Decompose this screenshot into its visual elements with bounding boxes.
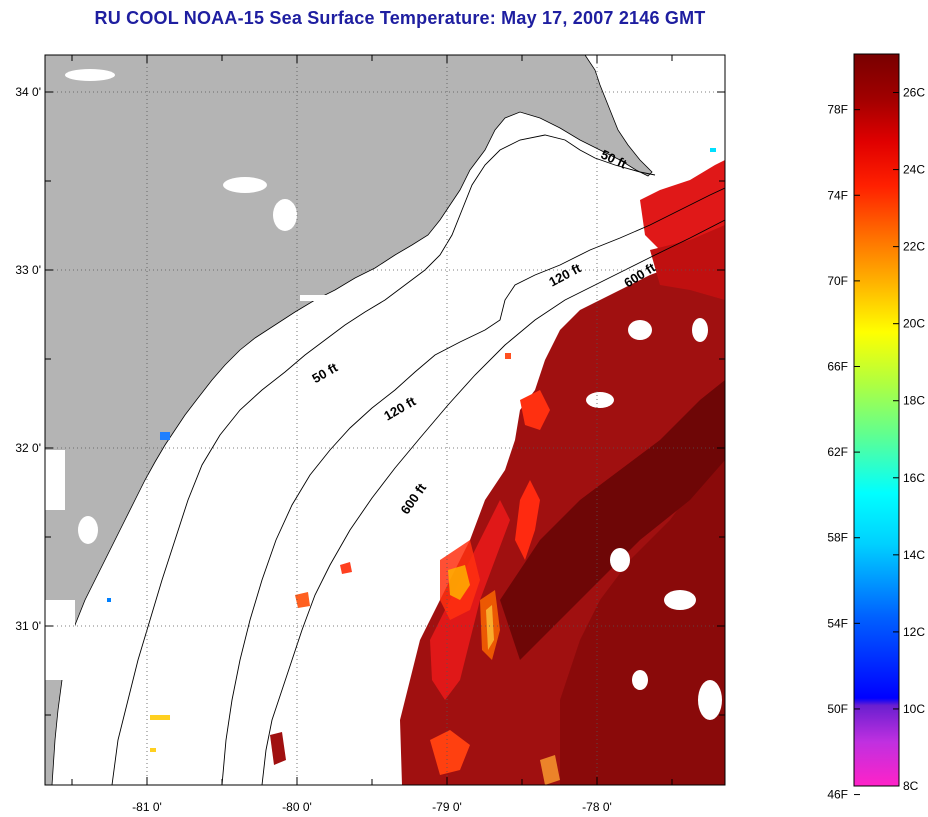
celsius-label: 26C: [903, 86, 925, 100]
fahrenheit-label: 66F: [827, 359, 848, 373]
celsius-label: 20C: [903, 317, 925, 331]
fahrenheit-label: 62F: [827, 445, 848, 459]
celsius-label: 22C: [903, 240, 925, 254]
lat-tick-label: 31 0': [15, 619, 41, 633]
celsius-label: 10C: [903, 702, 925, 716]
sst-swath: [107, 148, 725, 785]
graticule: [45, 55, 725, 785]
axis-ticks: 34 0' 33 0' 32 0' 31 0' -81 0' -80 0' -79 0' -7…: [15, 55, 725, 814]
celsius-label: 24C: [903, 163, 925, 177]
colorbar-labels: 26C 24C 22C 20C 18C 16C 14C 12C 10C 8C 78F 74F 70F 66…: [827, 86, 925, 802]
map-frame: [44, 54, 726, 786]
celsius-label: 14C: [903, 548, 925, 562]
celsius-label: 18C: [903, 394, 925, 408]
celsius-label: 12C: [903, 625, 925, 639]
bathymetry-contours: [111, 134, 725, 785]
colorbar: [853, 53, 900, 787]
cloud-patches-land: [45, 69, 340, 680]
fahrenheit-label: 58F: [827, 531, 848, 545]
fahrenheit-label: 50F: [827, 702, 848, 716]
contour-50ft: [111, 134, 656, 785]
contour-600ft: [261, 219, 725, 785]
lat-tick-label: 32 0': [15, 441, 41, 455]
map-title: RU COOL NOAA-15 Sea Surface Temperature:…: [94, 8, 706, 28]
lat-tick-label: 33 0': [15, 263, 41, 277]
fahrenheit-label: 54F: [827, 616, 848, 630]
lon-tick-label: -80 0': [282, 800, 312, 814]
fahrenheit-label: 70F: [827, 274, 848, 288]
celsius-label: 8C: [903, 779, 919, 793]
fahrenheit-label: 46F: [827, 788, 848, 802]
fahrenheit-label: 74F: [827, 188, 848, 202]
lon-tick-label: -79 0': [432, 800, 462, 814]
fahrenheit-label: 78F: [827, 103, 848, 117]
lon-tick-label: -81 0': [132, 800, 162, 814]
contour-120ft: [221, 187, 725, 785]
celsius-label: 16C: [903, 471, 925, 485]
lat-tick-label: 34 0': [15, 85, 41, 99]
lon-tick-label: -78 0': [582, 800, 612, 814]
